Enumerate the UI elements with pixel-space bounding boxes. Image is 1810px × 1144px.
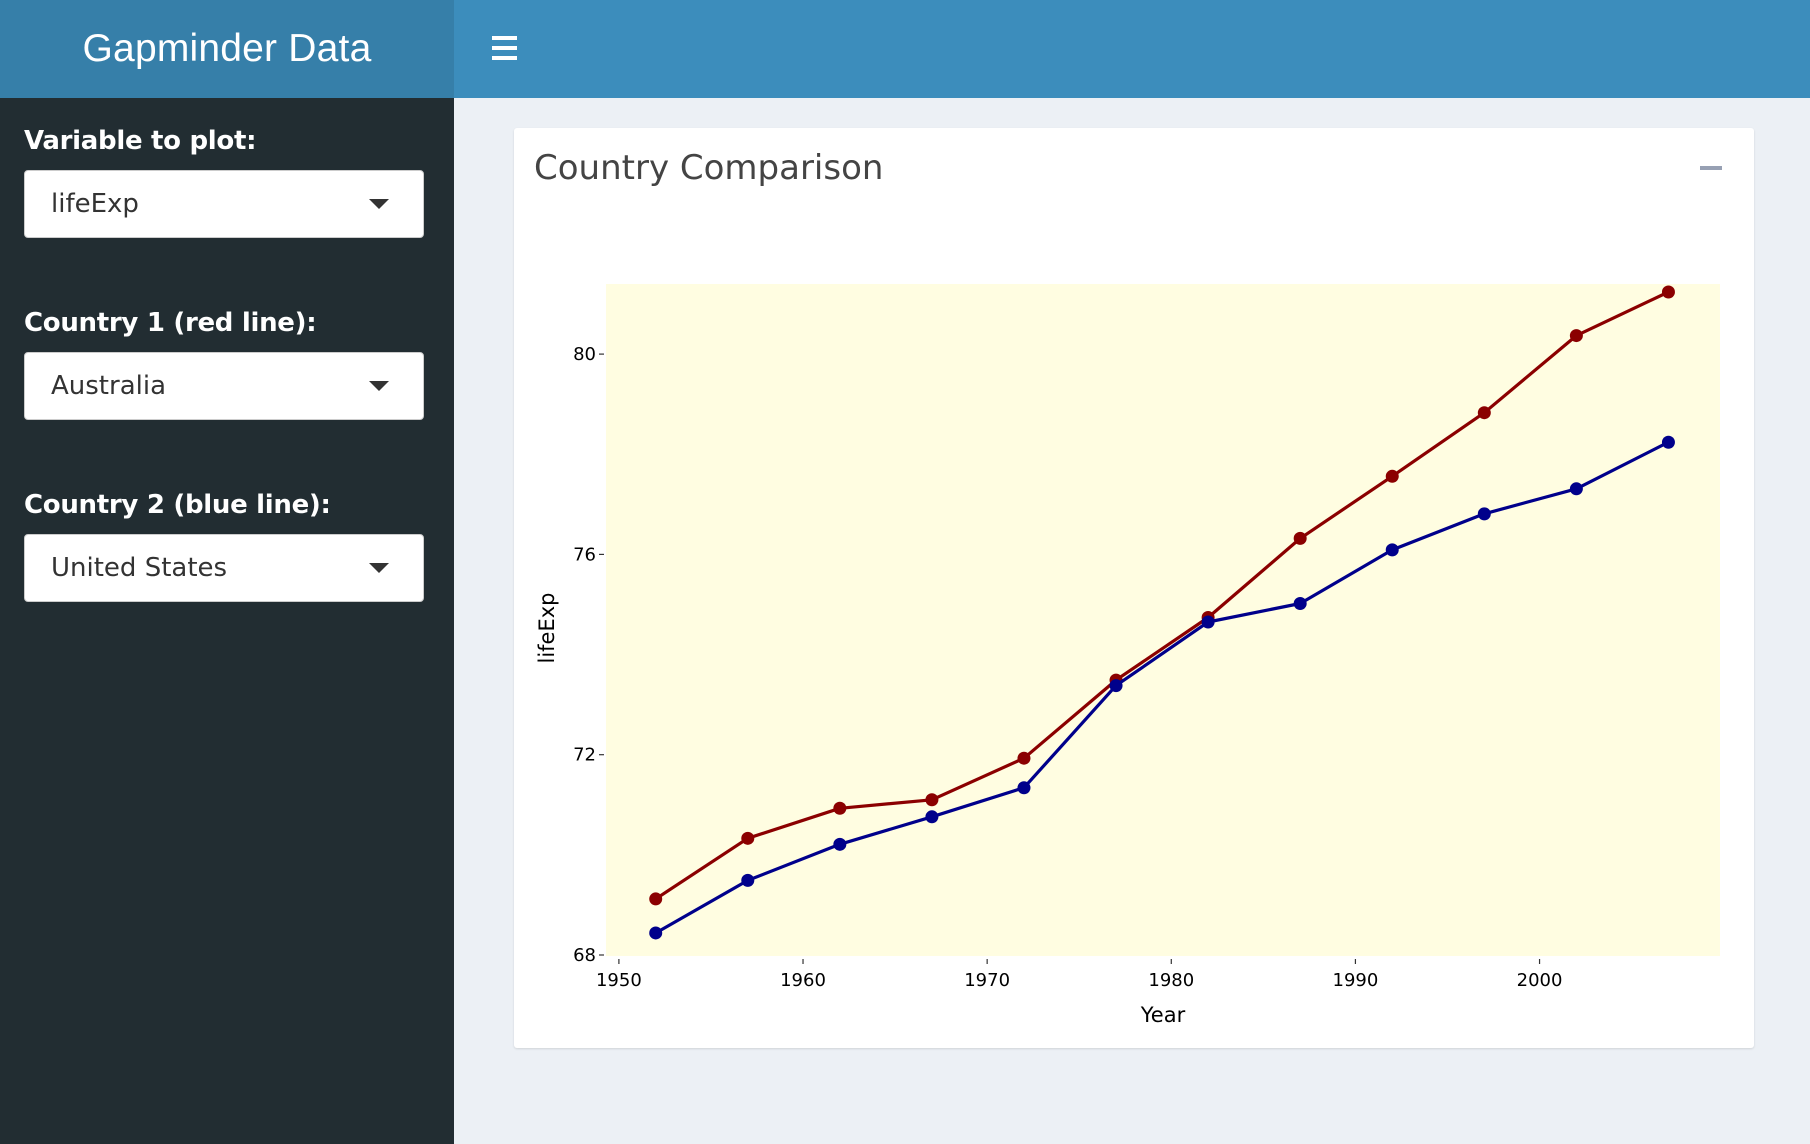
app-logo[interactable]: Gapminder Data: [0, 0, 454, 98]
series-line-1: [654, 290, 1670, 901]
x-tick-label: 1960: [780, 970, 826, 991]
data-point: [1017, 751, 1031, 765]
hamburger-icon[interactable]: [482, 30, 522, 70]
data-point: [1477, 406, 1491, 420]
country2-select-value: United States: [51, 553, 228, 583]
country2-control: Country 2 (blue line): United States: [24, 490, 424, 602]
country1-control: Country 1 (red line): Australia: [24, 308, 424, 420]
data-point: [1293, 531, 1307, 545]
data-point: [1569, 329, 1583, 343]
country2-label: Country 2 (blue line):: [24, 490, 331, 520]
x-axis-label: Year: [1140, 1003, 1186, 1027]
data-point: [1109, 679, 1123, 693]
x-tick-label: 1990: [1333, 970, 1379, 991]
country1-label: Country 1 (red line):: [24, 308, 317, 338]
data-point: [1569, 482, 1583, 496]
data-point: [649, 926, 663, 940]
variable-control: Variable to plot: lifeExp: [24, 126, 424, 238]
chevron-down-icon: [369, 199, 389, 209]
data-point: [741, 831, 755, 845]
box-title: Country Comparison: [534, 148, 884, 188]
data-point: [833, 837, 847, 851]
x-tick-label: 1950: [596, 970, 642, 991]
minus-icon[interactable]: [1696, 154, 1726, 184]
x-tick-label: 1980: [1148, 970, 1194, 991]
y-axis-label: lifeExp: [535, 592, 559, 663]
chevron-down-icon: [369, 381, 389, 391]
data-point: [833, 801, 847, 815]
country1-select-value: Australia: [51, 371, 167, 401]
data-point: [1017, 781, 1031, 795]
top-navbar: [454, 0, 1810, 98]
y-tick-label: 76: [573, 544, 596, 565]
country2-select[interactable]: United States: [24, 534, 424, 602]
country1-select[interactable]: Australia: [24, 352, 424, 420]
sidebar: Variable to plot: lifeExp Country 1 (red…: [0, 98, 454, 1144]
data-point: [1661, 435, 1675, 449]
country-comparison-box: Country Comparison 68 72 76 80 1950 1960 1970 1…: [514, 128, 1754, 1048]
x-tick-label: 2000: [1517, 970, 1563, 991]
x-tick-label: 1970: [964, 970, 1010, 991]
variable-select-value: lifeExp: [51, 189, 139, 219]
variable-label: Variable to plot:: [24, 126, 257, 156]
plot-panel: [606, 284, 1720, 956]
data-point: [741, 873, 755, 887]
data-point: [1385, 469, 1399, 483]
data-point: [1385, 543, 1399, 557]
series-line-2: [654, 440, 1670, 935]
data-point: [1661, 285, 1675, 299]
data-point: [649, 892, 663, 906]
app-title: Gapminder Data: [82, 27, 372, 70]
y-tick-label: 72: [573, 745, 596, 766]
y-tick-label: 68: [573, 945, 596, 966]
y-tick-label: 80: [573, 344, 596, 365]
data-point: [925, 810, 939, 824]
data-point: [925, 793, 939, 807]
line-chart: 68 72 76 80 1950 1960 1970 1980 1990 2000 Year life…: [535, 284, 1720, 1027]
data-point: [1201, 615, 1215, 629]
data-point: [1477, 507, 1491, 521]
chevron-down-icon: [369, 563, 389, 573]
data-point: [1293, 596, 1307, 610]
variable-select[interactable]: lifeExp: [24, 170, 424, 238]
